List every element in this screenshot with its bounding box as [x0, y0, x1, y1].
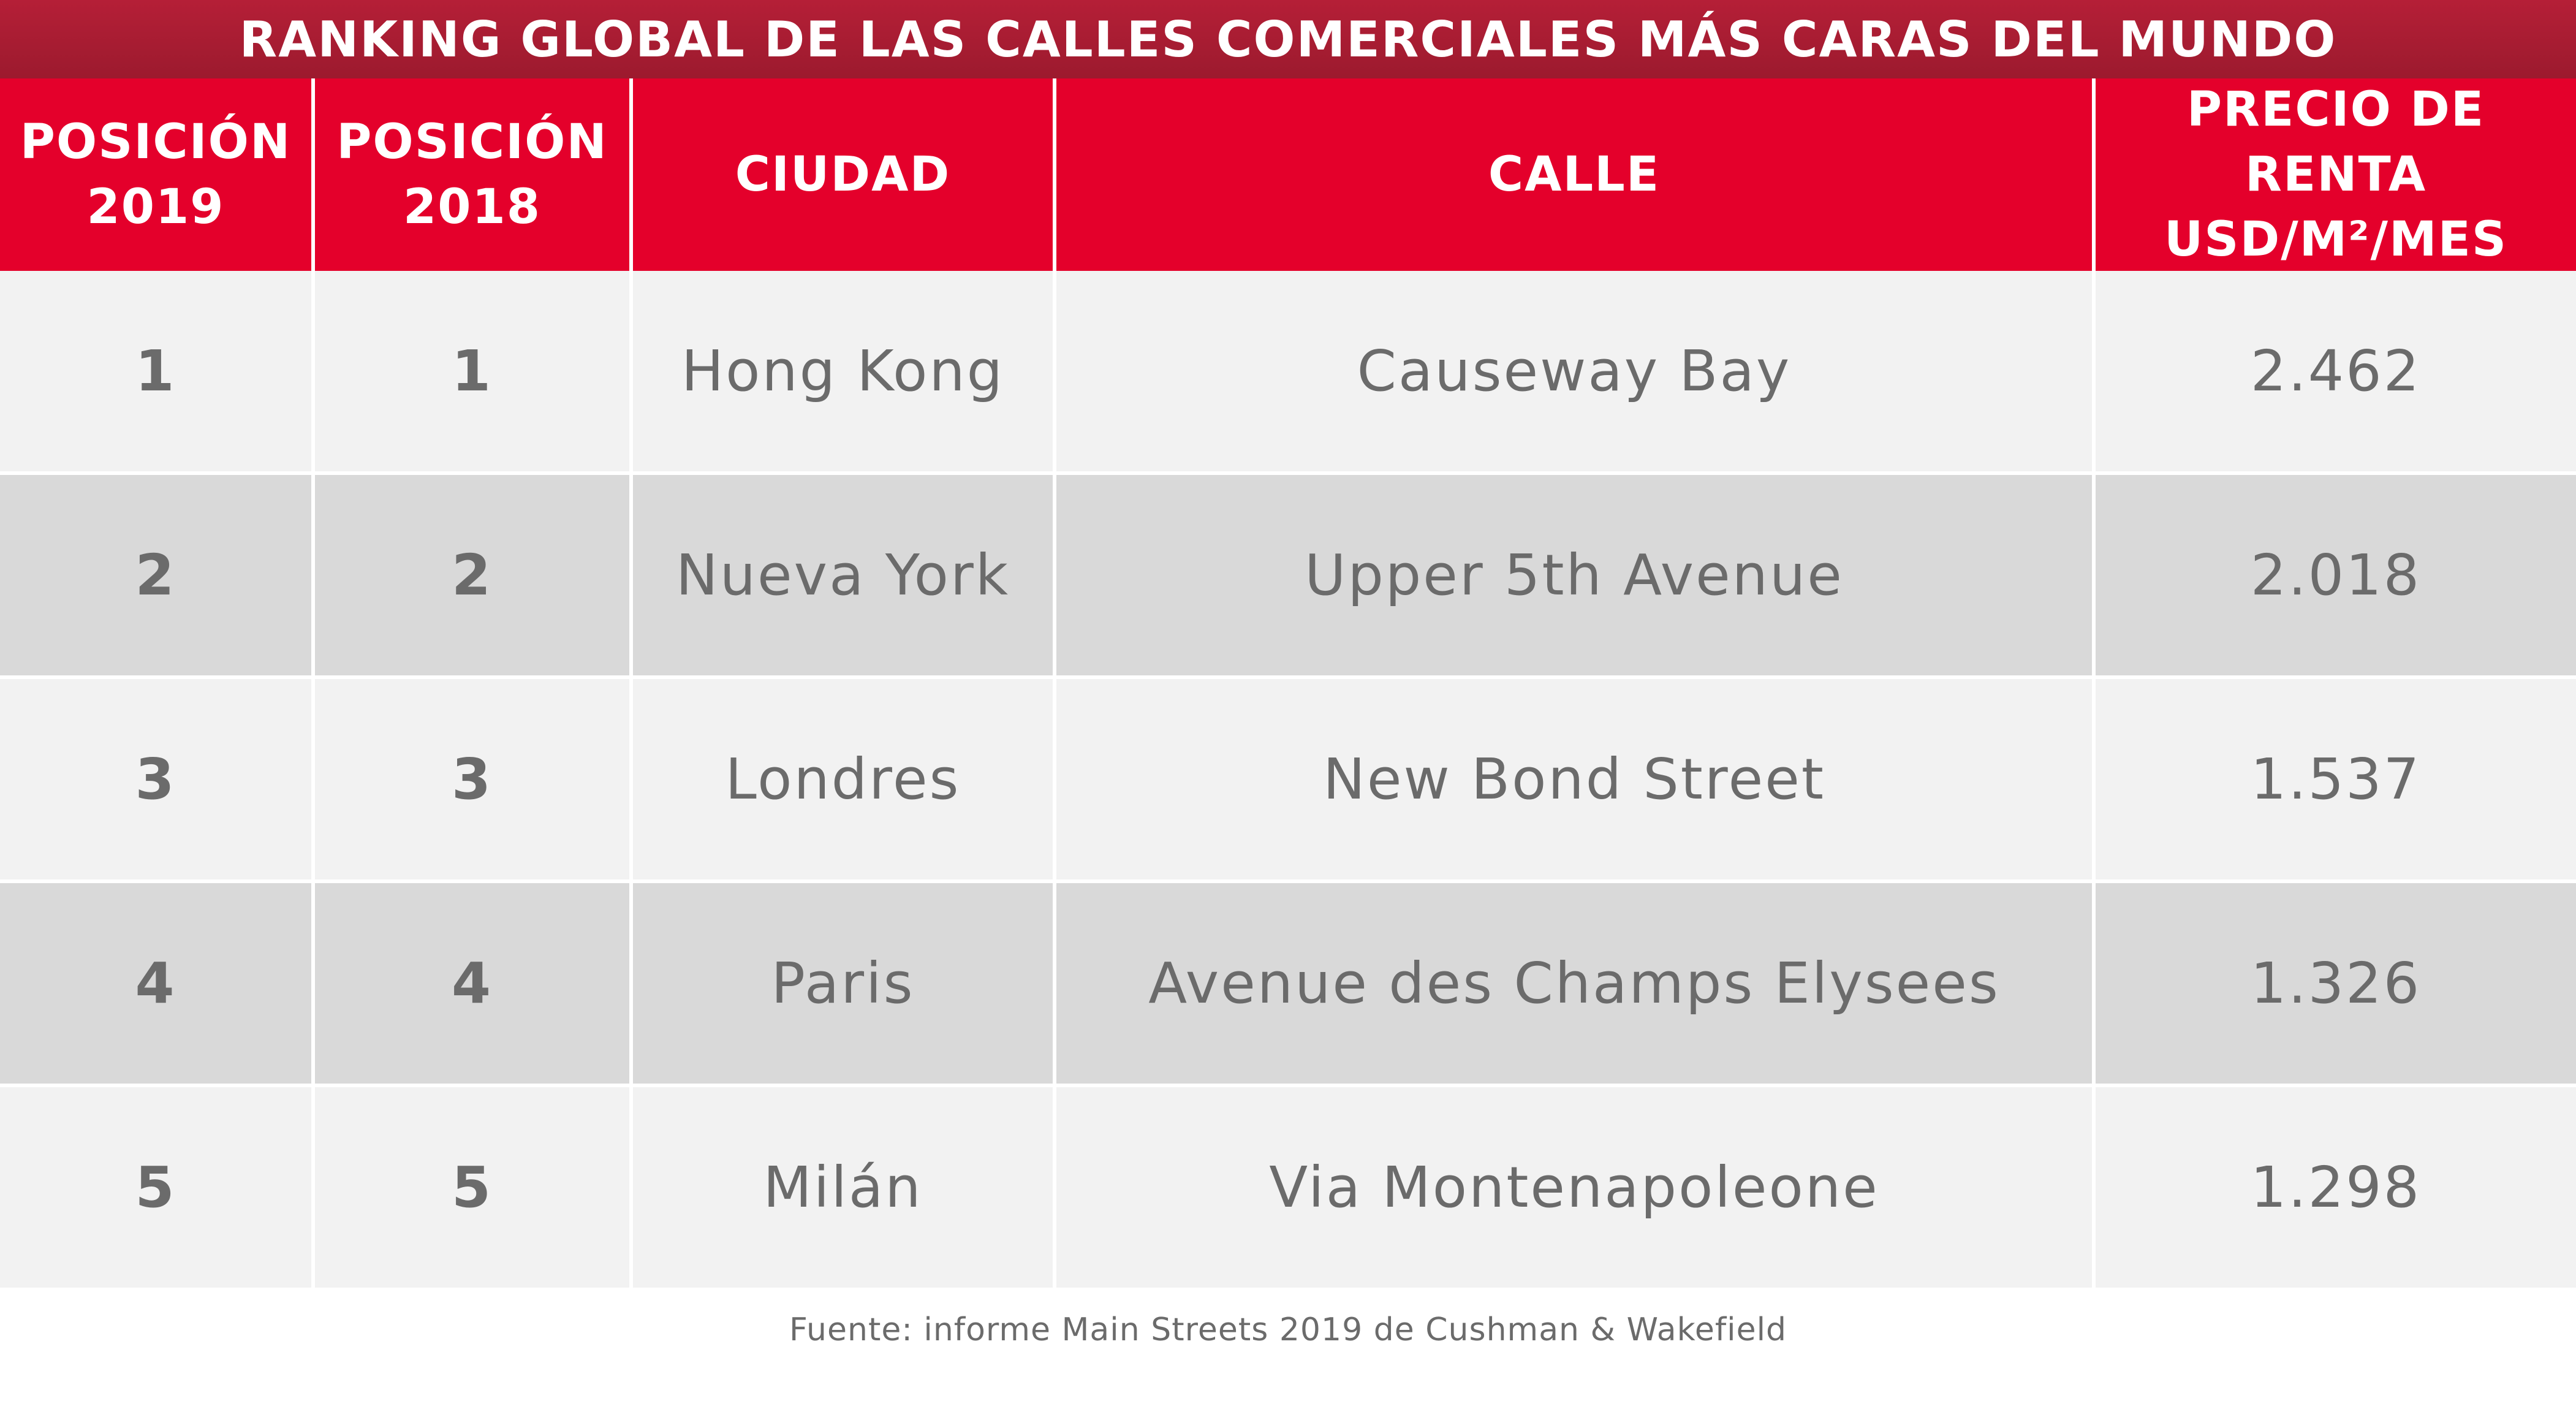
table-row: 1 1 Hong Kong Causeway Bay 2.462	[0, 271, 2576, 471]
cell-position-2018: 5	[451, 1155, 493, 1220]
row-divider	[0, 1084, 2576, 1087]
header-rent-price: PRECIO DE RENTA USD/M²/MES	[2164, 82, 2508, 267]
cell-street: Via Montenapoleone	[1269, 1155, 1879, 1220]
cell-position-2019: 3	[135, 746, 176, 812]
row-divider	[0, 879, 2576, 883]
table-header-row: POSICIÓN 2019 POSICIÓN 2018 CIUDAD CALLE…	[0, 78, 2576, 271]
cell-position-2018: 2	[451, 542, 493, 608]
cell-city: Milán	[763, 1155, 923, 1220]
cell-rent-price: 2.462	[2250, 338, 2422, 404]
cell-city: Hong Kong	[681, 338, 1005, 404]
cell-city: Nueva York	[675, 542, 1010, 608]
cell-street: Upper 5th Avenue	[1305, 542, 1844, 608]
cell-position-2019: 1	[135, 338, 176, 404]
cell-rent-price: 1.298	[2250, 1155, 2422, 1220]
header-city: CIUDAD	[735, 147, 951, 202]
cell-street: Causeway Bay	[1357, 338, 1792, 404]
table-row: 5 5 Milán Via Montenapoleone 1.298	[0, 1087, 2576, 1288]
row-divider	[0, 675, 2576, 679]
table-row: 3 3 Londres New Bond Street 1.537	[0, 679, 2576, 879]
cell-rent-price: 2.018	[2250, 542, 2422, 608]
table-row: 2 2 Nueva York Upper 5th Avenue 2.018	[0, 475, 2576, 675]
cell-position-2018: 3	[451, 746, 493, 812]
column-divider	[1053, 78, 1056, 1288]
cell-street: New Bond Street	[1323, 746, 1825, 812]
column-divider	[311, 78, 315, 1288]
cell-position-2018: 4	[451, 951, 493, 1016]
cell-position-2018: 1	[451, 338, 493, 404]
cell-street: Avenue des Champs Elysees	[1148, 951, 2000, 1016]
cell-rent-price: 1.537	[2250, 746, 2422, 812]
row-divider	[0, 471, 2576, 475]
source-note: Fuente: informe Main Streets 2019 de Cus…	[789, 1312, 1787, 1348]
header-street: CALLE	[1488, 147, 1661, 202]
cell-position-2019: 4	[135, 951, 176, 1016]
column-divider	[2092, 78, 2096, 1288]
header-position-2019: POSICIÓN 2019	[20, 115, 292, 235]
cell-city: Londres	[725, 746, 961, 812]
cell-position-2019: 2	[135, 542, 176, 608]
cell-city: Paris	[771, 951, 915, 1016]
table-row: 4 4 Paris Avenue des Champs Elysees 1.32…	[0, 883, 2576, 1084]
header-position-2018: POSICIÓN 2018	[336, 115, 608, 235]
table-title: RANKING GLOBAL DE LAS CALLES COMERCIALES…	[0, 0, 2576, 78]
cell-position-2019: 5	[135, 1155, 176, 1220]
cell-rent-price: 1.326	[2250, 951, 2422, 1016]
column-divider	[629, 78, 633, 1288]
